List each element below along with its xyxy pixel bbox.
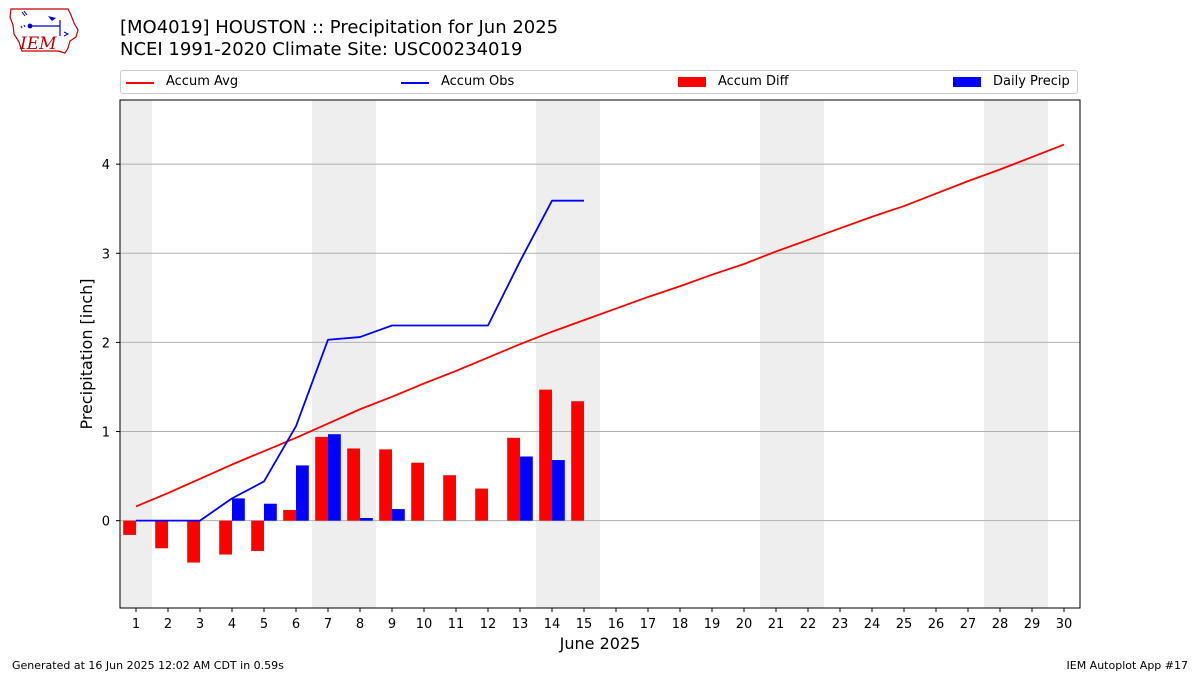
footer-generated: Generated at 16 Jun 2025 12:02 AM CDT in… [12,659,284,672]
y-tick-label-3: 3 [102,247,110,262]
x-axis-label: June 2025 [559,634,641,653]
x-axis-ticks: 1 2 3 4 5 6 7 8 9 10 11 12 13 14 15 16 17 18 19 20 21 22 23 24 2… [132,608,1072,632]
chart-subtitle: NCEI 1991-2020 Climate Site: USC00234019 [120,39,523,60]
x-tick-label-30: 30 [1056,617,1073,632]
daily-precip-bar-day-5 [264,503,277,521]
y-axis-label: Precipitation [inch] [77,278,96,429]
x-tick-label-27: 27 [960,617,977,632]
accum-obs-swatch [401,82,429,84]
accum-obs-line [136,199,584,522]
accum-diff-bar-day-5 [251,520,264,551]
x-tick-label-19: 19 [704,617,721,632]
daily-precip-bar-day-6 [296,465,309,521]
x-tick-label-2: 2 [164,617,172,632]
accum-diff-bar-day-2 [155,520,168,549]
x-tick-label-12: 12 [480,617,497,632]
weekend-shade-5 [984,100,1048,608]
y-tick-label-2: 2 [102,336,110,351]
x-tick-label-28: 28 [992,617,1009,632]
x-tick-label-21: 21 [768,617,785,632]
accum-diff-bar-day-13 [507,437,520,521]
x-tick-label-17: 17 [640,617,657,632]
x-tick-label-6: 6 [292,617,300,632]
chart-title: [MO4019] HOUSTON :: Precipitation for Ju… [120,17,559,38]
accum-diff-bar-day-3 [187,520,200,563]
accum-diff-bar-day-10 [411,462,424,521]
x-tick-label-22: 22 [800,617,817,632]
x-tick-label-15: 15 [576,617,593,632]
x-tick-label-14: 14 [544,617,561,632]
weekend-shade-2 [312,100,376,608]
weekend-shade-3 [536,100,600,608]
x-tick-label-4: 4 [228,617,236,632]
accum-diff-bar-day-7 [315,436,328,521]
daily-precip-swatch [953,77,981,87]
plot-frame [119,99,1081,609]
daily-precip-bar-day-4 [232,498,245,521]
x-tick-label-20: 20 [736,617,753,632]
daily-precip-bar-day-14 [552,460,565,521]
line-series [135,143,1065,522]
x-tick-label-7: 7 [324,617,332,632]
x-tick-label-11: 11 [448,617,465,632]
weekend-shading [120,100,1048,608]
x-tick-label-26: 26 [928,617,945,632]
y-tick-label-0: 0 [102,515,110,530]
accum-diff-bar-day-14 [539,389,552,521]
bar-series [123,389,584,563]
accum-avg-swatch [126,82,154,84]
x-tick-label-9: 9 [388,617,396,632]
daily-precip-bar-day-7 [328,434,341,521]
x-tick-label-18: 18 [672,617,689,632]
legend: Accum Avg Accum Obs Accum Diff Daily Pre… [120,70,1078,94]
accum-diff-bar-day-4 [219,520,232,555]
daily-precip-bar-day-8 [360,517,373,521]
x-tick-label-5: 5 [260,617,268,632]
accum-diff-swatch [678,77,706,87]
daily-precip-bar-day-9 [392,509,405,521]
iowa-map-icon [9,8,79,54]
weekend-shade-4 [760,100,824,608]
x-tick-label-3: 3 [196,617,204,632]
x-tick-label-29: 29 [1024,617,1041,632]
legend-label-accum-diff: Accum Diff [718,74,789,89]
grid-lines [120,163,1080,522]
daily-precip-bar-day-13 [520,456,533,521]
x-tick-label-23: 23 [832,617,849,632]
y-tick-label-4: 4 [102,158,110,173]
iem-logo[interactable]: IEM [8,6,80,58]
logo-text: IEM [20,34,57,54]
footer-app: IEM Autoplot App #17 [1066,659,1189,672]
x-tick-label-10: 10 [416,617,433,632]
legend-label-accum-obs: Accum Obs [441,74,515,89]
x-tick-label-8: 8 [356,617,364,632]
x-tick-label-1: 1 [132,617,140,632]
accum-diff-bar-day-6 [283,509,296,521]
x-tick-label-24: 24 [864,617,881,632]
y-tick-label-1: 1 [102,426,110,441]
legend-label-accum-avg: Accum Avg [166,74,239,89]
x-tick-label-16: 16 [608,617,625,632]
accum-diff-bar-day-1 [123,520,136,535]
accum-avg-line [135,143,1065,508]
accum-diff-bar-day-8 [347,448,360,521]
legend-label-daily-precip: Daily Precip [993,74,1070,89]
accum-diff-bar-day-9 [379,449,392,521]
x-tick-label-25: 25 [896,617,913,632]
y-axis-ticks: 0 1 2 3 4 [102,158,120,530]
x-tick-label-13: 13 [512,617,529,632]
accum-diff-bar-day-15 [571,401,584,521]
accum-diff-bar-day-11 [443,475,456,521]
accum-diff-bar-day-12 [475,488,488,521]
